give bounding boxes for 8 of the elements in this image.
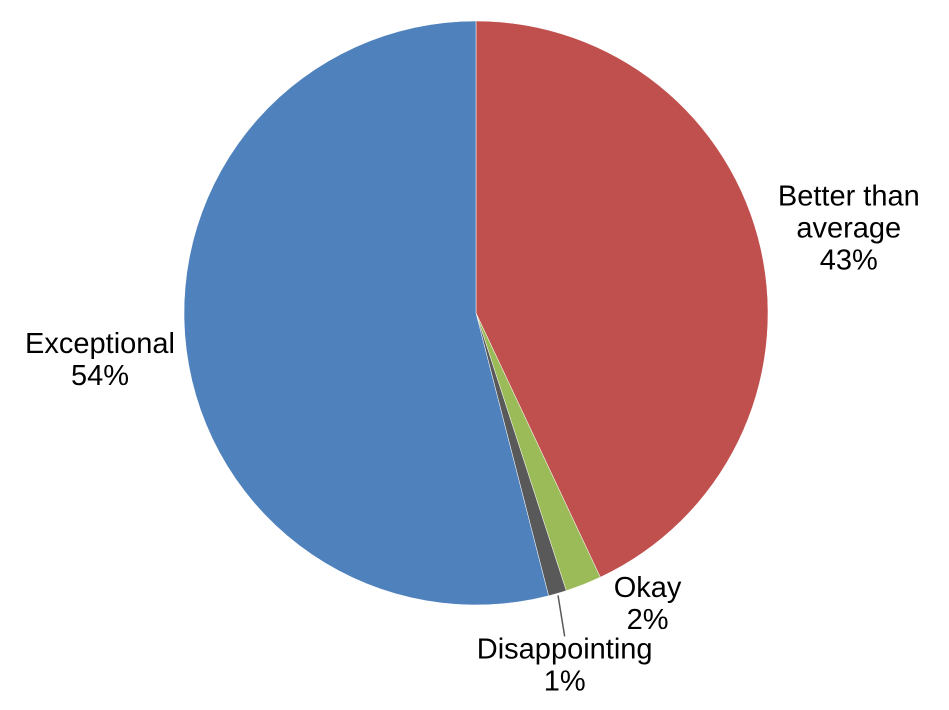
data-label: 43% bbox=[820, 244, 878, 277]
slice-label: Okay bbox=[614, 572, 682, 604]
data-label: 1% bbox=[544, 665, 586, 698]
data-label: 2% bbox=[626, 604, 669, 636]
data-label: 54% bbox=[70, 360, 130, 392]
slice-label: Exceptional bbox=[25, 328, 175, 360]
slice-label: Better than average bbox=[778, 180, 920, 245]
slice-label: Disappointing bbox=[476, 633, 653, 666]
